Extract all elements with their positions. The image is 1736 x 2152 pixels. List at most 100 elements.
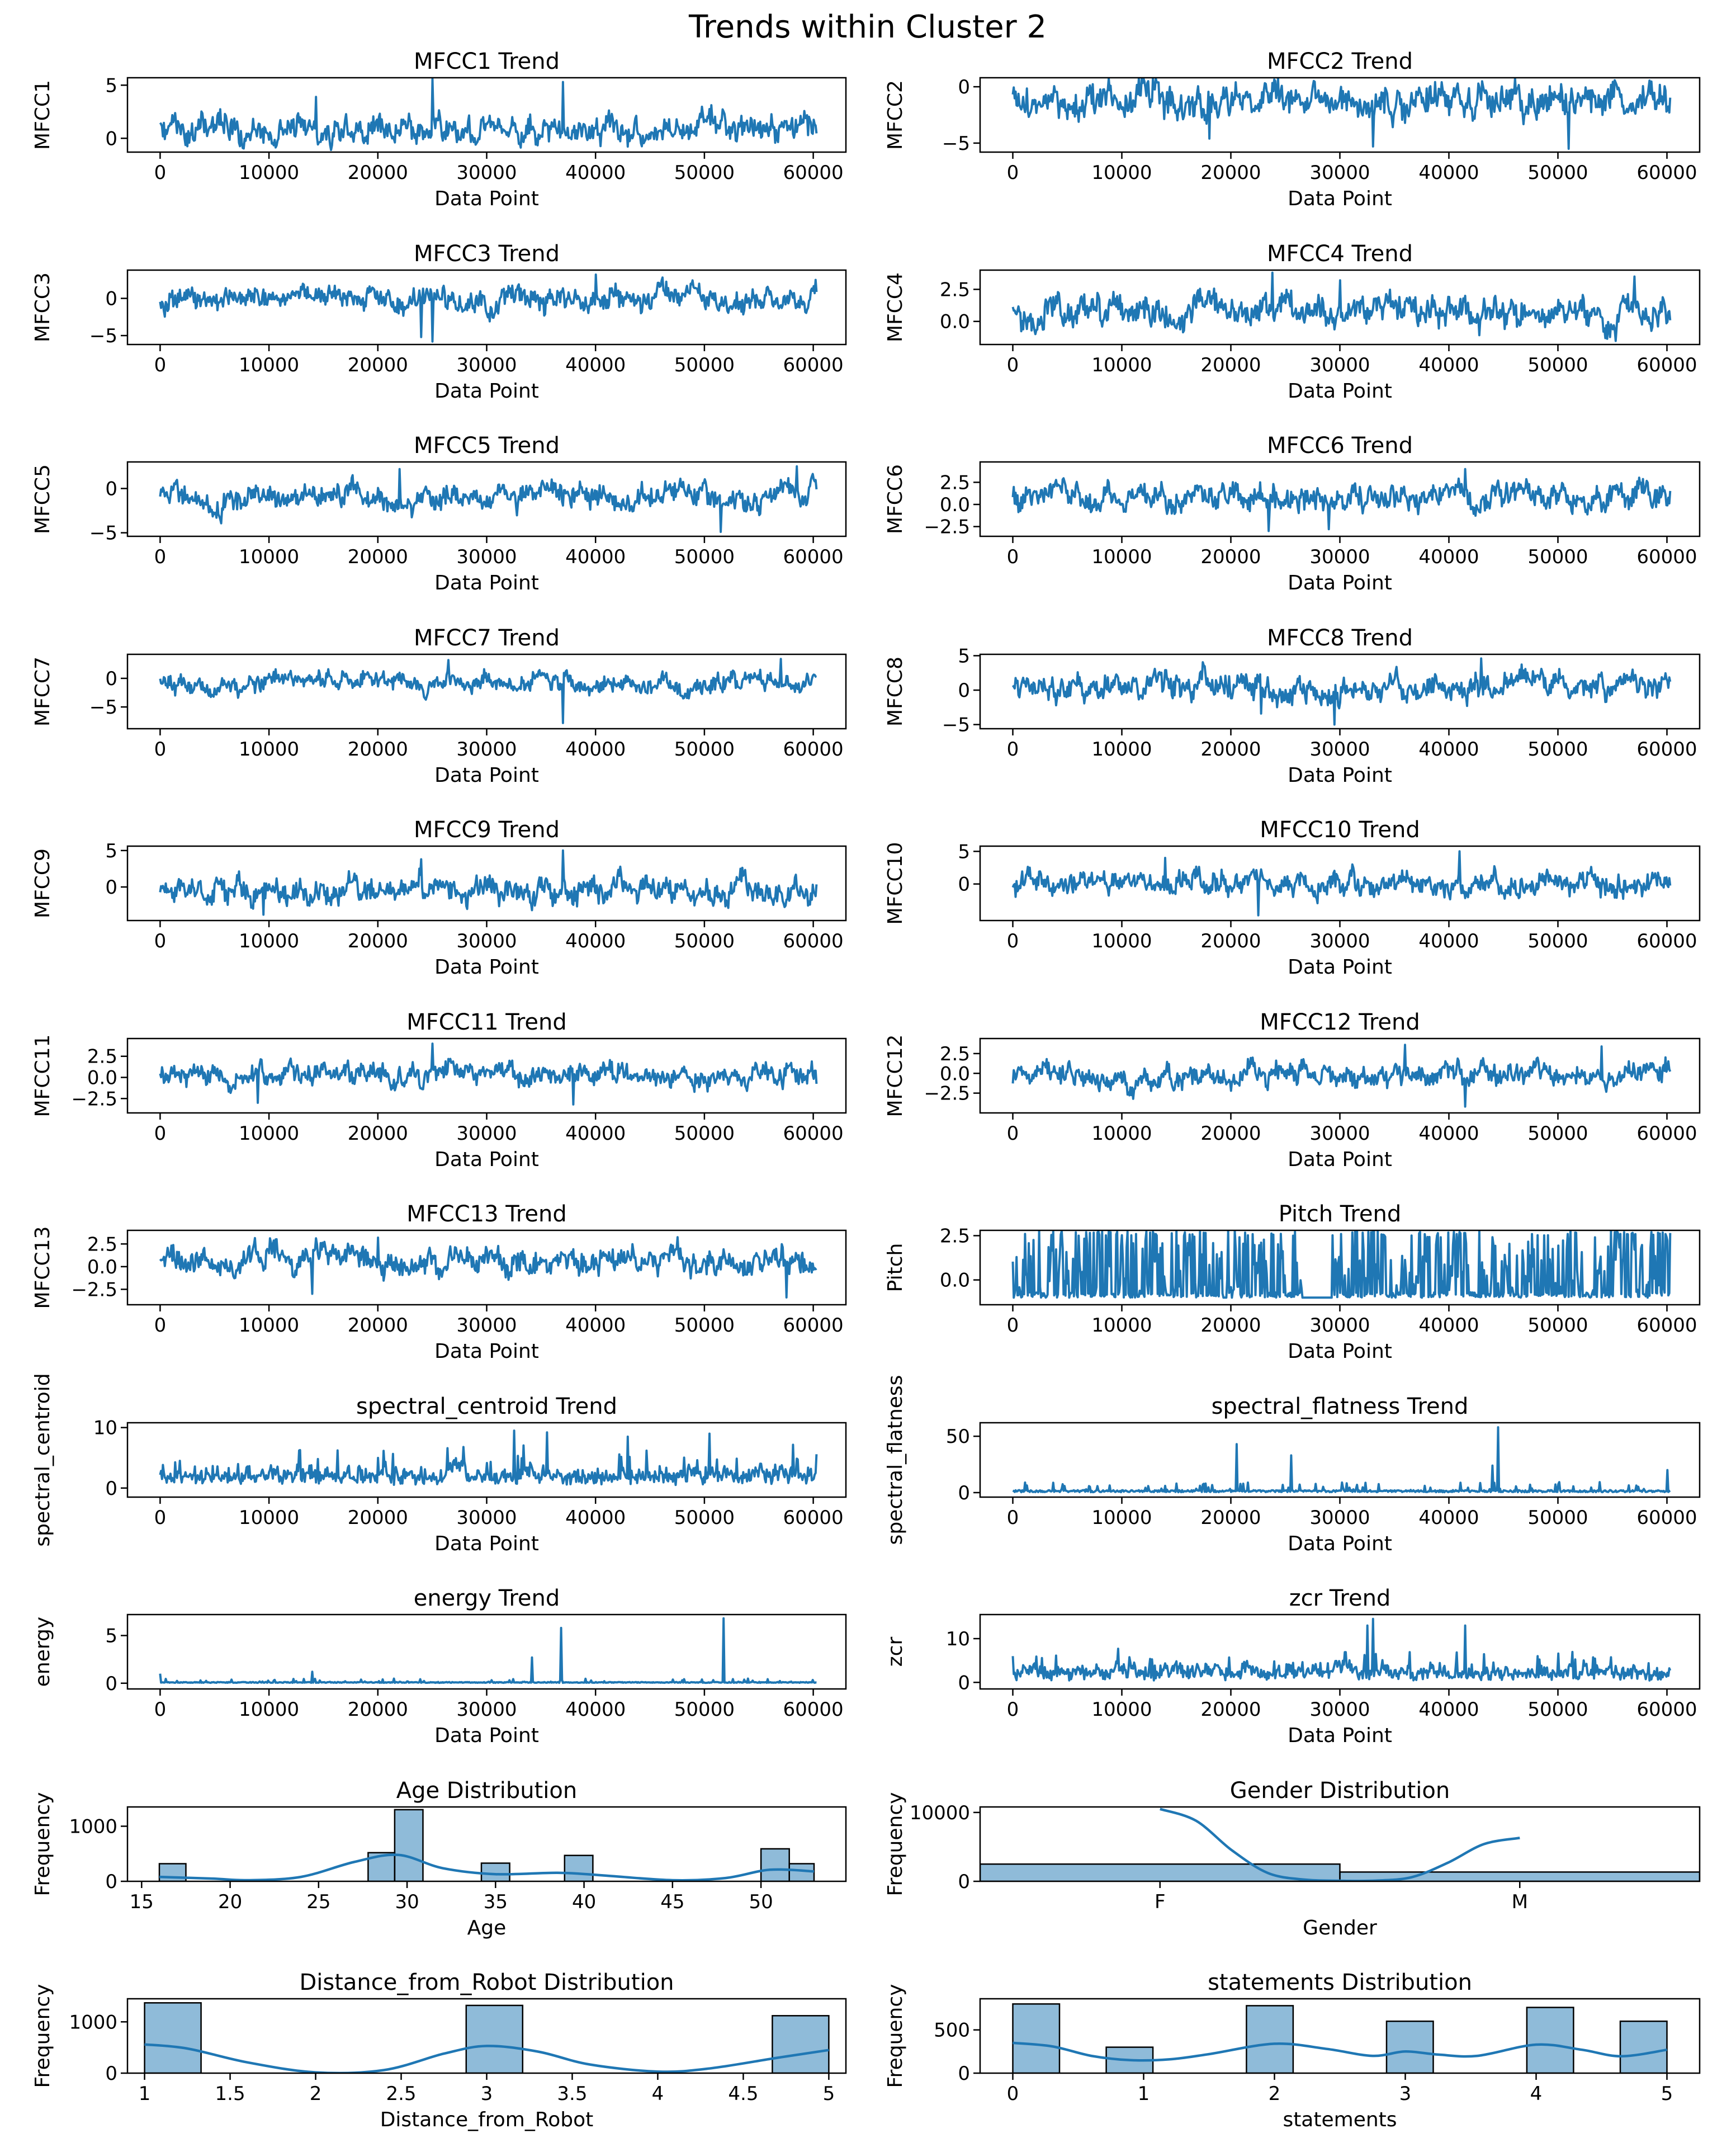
subplot-mfcc12-trend: 0 10000 20000 30000 40000 50000 60000 −2.50.02.…: [884, 1009, 1701, 1171]
x-tick-label: 0: [1007, 1698, 1019, 1721]
plot-area-mfcc7-trend: [159, 658, 817, 724]
subplot-title-mfcc10-trend: MFCC10 Trend: [1260, 817, 1420, 843]
histogram-bar-age-distribution-3: [480, 1862, 510, 1881]
x-tick-label: 20000: [348, 546, 408, 568]
subplot-mfcc8-trend: 0 10000 20000 30000 40000 50000 60000 −5 0 5 MFCC8…: [884, 625, 1701, 787]
y-tick-label: −5: [942, 714, 970, 737]
x-tick-label: 30000: [1309, 1122, 1370, 1145]
x-tick-label: 4: [1530, 2083, 1543, 2105]
plot-area-mfcc13-trend: [159, 1236, 817, 1299]
x-tick-label: 10000: [239, 546, 299, 568]
subplot-gender-distribution: F M 0 10000 Gender Distribution Gender Frequen…: [884, 1778, 1701, 1939]
y-tick-label: 0.0: [87, 1067, 117, 1089]
plot-area-mfcc10-trend: [1011, 850, 1672, 917]
histogram-bar-age-distribution-6: [788, 1863, 815, 1881]
x-tick-label: 60000: [783, 1314, 844, 1337]
x-tick-label: 50000: [1527, 546, 1588, 568]
x-axis-label-spectral-flatness-trend: Data Point: [1288, 1532, 1392, 1555]
x-axis-label-age-distribution: Age: [467, 1917, 507, 1939]
y-tick-label: 0: [958, 2063, 970, 2085]
histogram-bar-statements-distribution-4: [1526, 2007, 1574, 2073]
x-tick-label: 0: [154, 546, 167, 568]
subplot-mfcc6-trend: 0 10000 20000 30000 40000 50000 60000 −2.50.02.…: [884, 433, 1701, 594]
x-tick-label: 0: [1007, 1122, 1019, 1145]
y-axis-label-mfcc13-trend: MFCC13: [31, 1226, 54, 1309]
series-line-mfcc9-trend: [159, 849, 818, 916]
plot-area-statements-distribution: [1012, 2003, 1668, 2073]
x-tick-label: 10000: [239, 738, 299, 761]
x-tick-label: 25: [306, 1891, 330, 1913]
x-tick-label: 20000: [348, 738, 408, 761]
x-tick-label: 40000: [565, 930, 626, 952]
x-tick-label: 10000: [1091, 1122, 1152, 1145]
subplot-title-mfcc13-trend: MFCC13 Trend: [406, 1201, 566, 1227]
subplot-title-distance-from-robot-distribution: Distance_from_Robot Distribution: [299, 1970, 674, 1995]
subplot-mfcc3-trend: 0 10000 20000 30000 40000 50000 60000 −5 0 MFCC3 …: [31, 241, 847, 403]
y-tick-label: 0.0: [940, 1063, 970, 1085]
subplot-mfcc7-trend: 0 10000 20000 30000 40000 50000 60000 −5 0 MFCC7 …: [31, 625, 847, 787]
x-tick-label: 0: [154, 738, 167, 761]
x-tick-label: 30000: [1309, 738, 1370, 761]
x-tick-label: 10000: [239, 930, 299, 952]
histogram-bar-age-distribution-5: [760, 1848, 790, 1881]
x-tick-label: 20000: [1200, 162, 1261, 184]
y-tick-label: −2.5: [924, 516, 970, 539]
y-axis-label-mfcc11-trend: MFCC11: [31, 1035, 54, 1117]
x-tick-label: 0: [1007, 546, 1019, 568]
y-tick-label: 0: [105, 668, 117, 690]
x-tick-label: 60000: [1636, 1507, 1697, 1529]
x-tick-label: 60000: [783, 546, 844, 568]
x-tick-label: 60000: [783, 738, 844, 761]
plot-area-mfcc8-trend: [1011, 657, 1672, 726]
x-axis-label-gender-distribution: Gender: [1303, 1917, 1377, 1939]
x-tick-label: 0: [154, 1314, 167, 1337]
x-tick-label: 20000: [1200, 354, 1261, 376]
subplot-mfcc2-trend: 0 10000 20000 30000 40000 50000 60000 −5 0 MFCC2 …: [884, 49, 1701, 210]
x-tick-label: 40000: [565, 546, 626, 568]
subplot-title-statements-distribution: statements Distribution: [1208, 1970, 1472, 1995]
y-tick-label: 0: [105, 478, 117, 501]
x-tick-label: 10000: [239, 1698, 299, 1721]
x-tick-label: 50000: [674, 546, 735, 568]
axes-frame-gender-distribution: [979, 1806, 1701, 1882]
y-tick-label: 5: [105, 840, 117, 862]
x-tick-label: 60000: [1636, 738, 1697, 761]
x-tick-label: 30000: [1309, 1314, 1370, 1337]
x-tick-label: 0: [1007, 1507, 1019, 1529]
x-tick-label: 30000: [456, 1314, 517, 1337]
y-tick-label: 5: [958, 645, 970, 667]
series-line-energy-trend: [159, 1617, 817, 1684]
y-axis-label-mfcc6-trend: MFCC6: [884, 464, 907, 534]
y-tick-label: 5: [105, 74, 117, 97]
x-tick-label: 50000: [1527, 930, 1588, 952]
y-axis-label-zcr-trend: zcr: [884, 1637, 907, 1667]
x-tick-label: 30000: [1309, 1507, 1370, 1529]
x-tick-label: 60000: [783, 1698, 844, 1721]
x-tick-label: 40: [572, 1891, 596, 1913]
y-tick-label: 5: [958, 841, 970, 863]
subplot-title-energy-trend: energy Trend: [414, 1585, 560, 1611]
x-tick-label: 20000: [348, 162, 408, 184]
subplot-age-distribution: 15 20 25 30 35 40 45 50 0 1000 Age Distribution Age…: [31, 1778, 847, 1939]
y-tick-label: 0.0: [940, 311, 970, 333]
x-tick-label: 20000: [1200, 1507, 1261, 1529]
x-tick-label: 30000: [456, 546, 517, 568]
subplot-title-mfcc4-trend: MFCC4 Trend: [1267, 241, 1413, 267]
plot-area-mfcc11-trend: [159, 1042, 818, 1106]
y-tick-label: 2.5: [940, 1043, 970, 1065]
subplot-mfcc4-trend: 0 10000 20000 30000 40000 50000 60000 0.0 2.5 MFC…: [884, 241, 1701, 403]
x-tick-label: 0: [154, 1507, 167, 1529]
y-tick-label: −5: [89, 325, 117, 347]
x-tick-label: 20000: [1200, 1698, 1261, 1721]
subplot-title-pitch-trend: Pitch Trend: [1279, 1201, 1402, 1227]
subplot-zcr-trend: 0 10000 20000 30000 40000 50000 60000 0 10 zcr Tr…: [884, 1585, 1701, 1747]
histogram-bar-age-distribution-1: [367, 1852, 396, 1881]
x-tick-label: 10000: [1091, 1507, 1152, 1529]
x-tick-label: 3: [481, 2083, 493, 2105]
x-tick-label: 4: [652, 2083, 664, 2105]
y-tick-label: 5: [105, 1625, 117, 1648]
plot-area-mfcc2-trend: [1011, 78, 1672, 150]
y-axis-label-mfcc12-trend: MFCC12: [884, 1035, 907, 1117]
